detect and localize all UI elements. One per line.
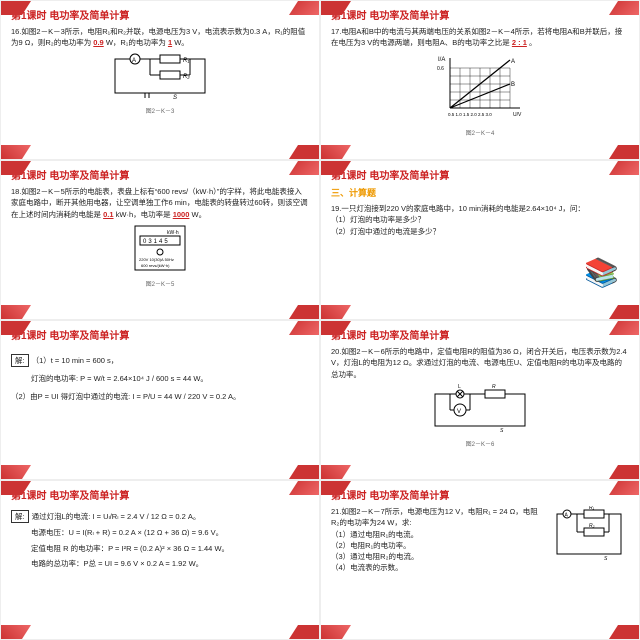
slide-grid: 第1课时 电功率及简单计算 16.如图2－K－3所示，电阻R₁和R₂并联，电源电… (0, 0, 640, 640)
sol-line: （2）由P = UI 得灯泡中通过的电流: I = P/U = 44 W / 2… (11, 391, 309, 402)
svg-text:S: S (604, 556, 608, 561)
svg-text:R₁: R₁ (589, 506, 595, 511)
sol-line: （1）t = 10 min = 600 s， (32, 356, 119, 365)
sol-line: 灯泡的电功率: P = W/t = 2.64×10⁴ J / 600 s = 4… (31, 373, 309, 384)
answer: 0.9 (93, 38, 103, 47)
svg-text:A: A (511, 59, 515, 65)
slide-2: 第1课时 电功率及简单计算 17.电阻A和B中的电流与其两端电压的关系如图2－K… (320, 0, 640, 160)
answer: 1000 (173, 210, 190, 219)
svg-text:L: L (458, 384, 461, 390)
slide-title: 第1课时 电功率及简单计算 (11, 327, 309, 342)
sub-q: （1）灯泡的电功率是多少？ (331, 214, 629, 225)
slide-7: 第1课时 电功率及简单计算 解:通过灯泡L的电流: I = Uₗ/Rₗ = 2.… (0, 480, 320, 640)
slide-1: 第1课时 电功率及简单计算 16.如图2－K－3所示，电阻R₁和R₂并联，电源电… (0, 0, 320, 160)
figure-caption: 图2－K－3 (11, 106, 309, 115)
circuit-diagram: R₁ R₂ A S (549, 506, 629, 574)
figure-caption: 图2－K－4 (331, 128, 629, 137)
sol-line: 电路的总功率：P总 = UI = 9.6 V × 0.2 A = 1.92 W。 (31, 558, 309, 569)
svg-text:S: S (173, 95, 177, 101)
sub-q: （1）通过电阻R₁的电流。 (331, 529, 543, 540)
q-text: W。 (192, 210, 207, 219)
svg-text:03145: 03145 (143, 239, 170, 245)
energy-meter: kW·h 03145 220V 10(30)A 50Hz 600 revs/(k… (11, 224, 309, 288)
solution: 解:通过灯泡L的电流: I = Uₗ/Rₗ = 2.4 V / 12 Ω = 0… (11, 510, 309, 569)
svg-text:R₂: R₂ (589, 523, 595, 529)
slide-title: 第1课时 电功率及简单计算 (331, 167, 629, 182)
sub-q: （3）通过电阻R₂的电流。 (331, 551, 543, 562)
svg-text:220V 10(30)A 50Hz: 220V 10(30)A 50Hz (139, 257, 174, 262)
q-text: 21.如图2－K－7所示，电源电压为12 V，电阻R₁ = 24 Ω，电阻R₂的… (331, 506, 543, 529)
svg-text:R₁: R₁ (183, 58, 189, 64)
slide-title: 第1课时 电功率及简单计算 (11, 167, 309, 182)
svg-text:600 revs/(kW·h): 600 revs/(kW·h) (141, 263, 170, 268)
q-text: kW·h，电功率是 (116, 210, 173, 219)
slide-8: 第1课时 电功率及简单计算 21.如图2－K－7所示，电源电压为12 V，电阻R… (320, 480, 640, 640)
section-heading: 三、计算题 (331, 186, 629, 199)
slide-title: 第1课时 电功率及简单计算 (11, 487, 309, 502)
circuit-diagram: A R₁ R₂ S 图2－K－3 (11, 51, 309, 115)
slide-body: 21.如图2－K－7所示，电源电压为12 V，电阻R₁ = 24 Ω，电阻R₂的… (331, 506, 629, 574)
svg-text:0.6: 0.6 (437, 66, 444, 72)
q-text: 19.一只灯泡接到220 V的家庭电路中，10 min消耗的电能是2.64×10… (331, 203, 629, 214)
circuit-diagram: V L R S 图2－K－6 (331, 384, 629, 448)
sub-q: （2）灯泡中通过的电流是多少？ (331, 226, 629, 237)
slide-6: 第1课时 电功率及简单计算 20.如图2－K－6所示的电路中，定值电阻R的阻值为… (320, 320, 640, 480)
slide-body: 16.如图2－K－3所示，电阻R₁和R₂并联，电源电压为3 V，电流表示数为0.… (11, 26, 309, 49)
slide-body: 18.如图2－K－5所示的电能表，表盘上标有“600 revs/（kW·h）”的… (11, 186, 309, 220)
solve-label: 解: (11, 510, 29, 523)
sub-q: （4）电流表的示数。 (331, 562, 543, 573)
answer: 0.1 (103, 210, 113, 219)
answer: 1 (168, 38, 172, 47)
sub-q: （2）电阻R₁的电功率。 (331, 540, 543, 551)
slide-title: 第1课时 电功率及简单计算 (331, 7, 629, 22)
slide-body: 19.一只灯泡接到220 V的家庭电路中，10 min消耗的电能是2.64×10… (331, 203, 629, 237)
answer: 2 : 1 (512, 38, 527, 47)
sol-line: 通过灯泡L的电流: I = Uₗ/Rₗ = 2.4 V / 12 Ω = 0.2… (32, 512, 201, 521)
svg-text:V: V (457, 409, 461, 415)
solution: 解:（1）t = 10 min = 600 s， 灯泡的电功率: P = W/t… (11, 354, 309, 402)
sol-line: 电源电压：U = I(Rₗ + R) = 0.2 A × (12 Ω + 36 … (31, 527, 309, 538)
svg-text:A: A (132, 58, 136, 64)
figure-caption: 图2－K－6 (331, 439, 629, 448)
svg-text:S: S (500, 428, 504, 434)
sol-line: 定值电阻 R 的电功率：P = I²R = (0.2 A)² × 36 Ω = … (31, 543, 309, 554)
q-text: 20.如图2－K－6所示的电路中，定值电阻R的阻值为36 Ω，闭合开关后，电压表… (331, 346, 629, 380)
iv-chart: A B I/A 0.6 0.5 1.0 1.5 2.0 2.5 3.0 U/V 图2… (331, 53, 629, 137)
solve-label: 解: (11, 354, 29, 367)
svg-text:0.5 1.0 1.5 2.0 2.5 3.0: 0.5 1.0 1.5 2.0 2.5 3.0 (448, 112, 492, 117)
svg-text:I/A: I/A (438, 57, 445, 63)
slide-5: 第1课时 电功率及简单计算 解:（1）t = 10 min = 600 s， 灯… (0, 320, 320, 480)
q-text: 。 (529, 38, 537, 47)
q-text: 17.电阻A和B中的电流与其两端电压的关系如图2－K－4所示，若将电阻A和B并联… (331, 27, 622, 47)
svg-text:kW·h: kW·h (167, 230, 179, 236)
slide-3: 第1课时 电功率及简单计算 18.如图2－K－5所示的电能表，表盘上标有“600… (0, 160, 320, 320)
svg-text:U/V: U/V (513, 112, 522, 118)
svg-text:R: R (492, 384, 496, 390)
q-text: W。 (174, 38, 189, 47)
slide-4: 第1课时 电功率及简单计算 三、计算题 19.一只灯泡接到220 V的家庭电路中… (320, 160, 640, 320)
figure-caption: 图2－K－5 (11, 279, 309, 288)
slide-title: 第1课时 电功率及简单计算 (331, 327, 629, 342)
q-text: W，R₁的电功率为 (106, 38, 166, 47)
slide-title: 第1课时 电功率及简单计算 (11, 7, 309, 22)
slide-title: 第1课时 电功率及简单计算 (331, 487, 629, 502)
svg-text:B: B (511, 82, 515, 88)
slide-body: 17.电阻A和B中的电流与其两端电压的关系如图2－K－4所示，若将电阻A和B并联… (331, 26, 629, 49)
books-icon: 📚 (584, 256, 619, 289)
